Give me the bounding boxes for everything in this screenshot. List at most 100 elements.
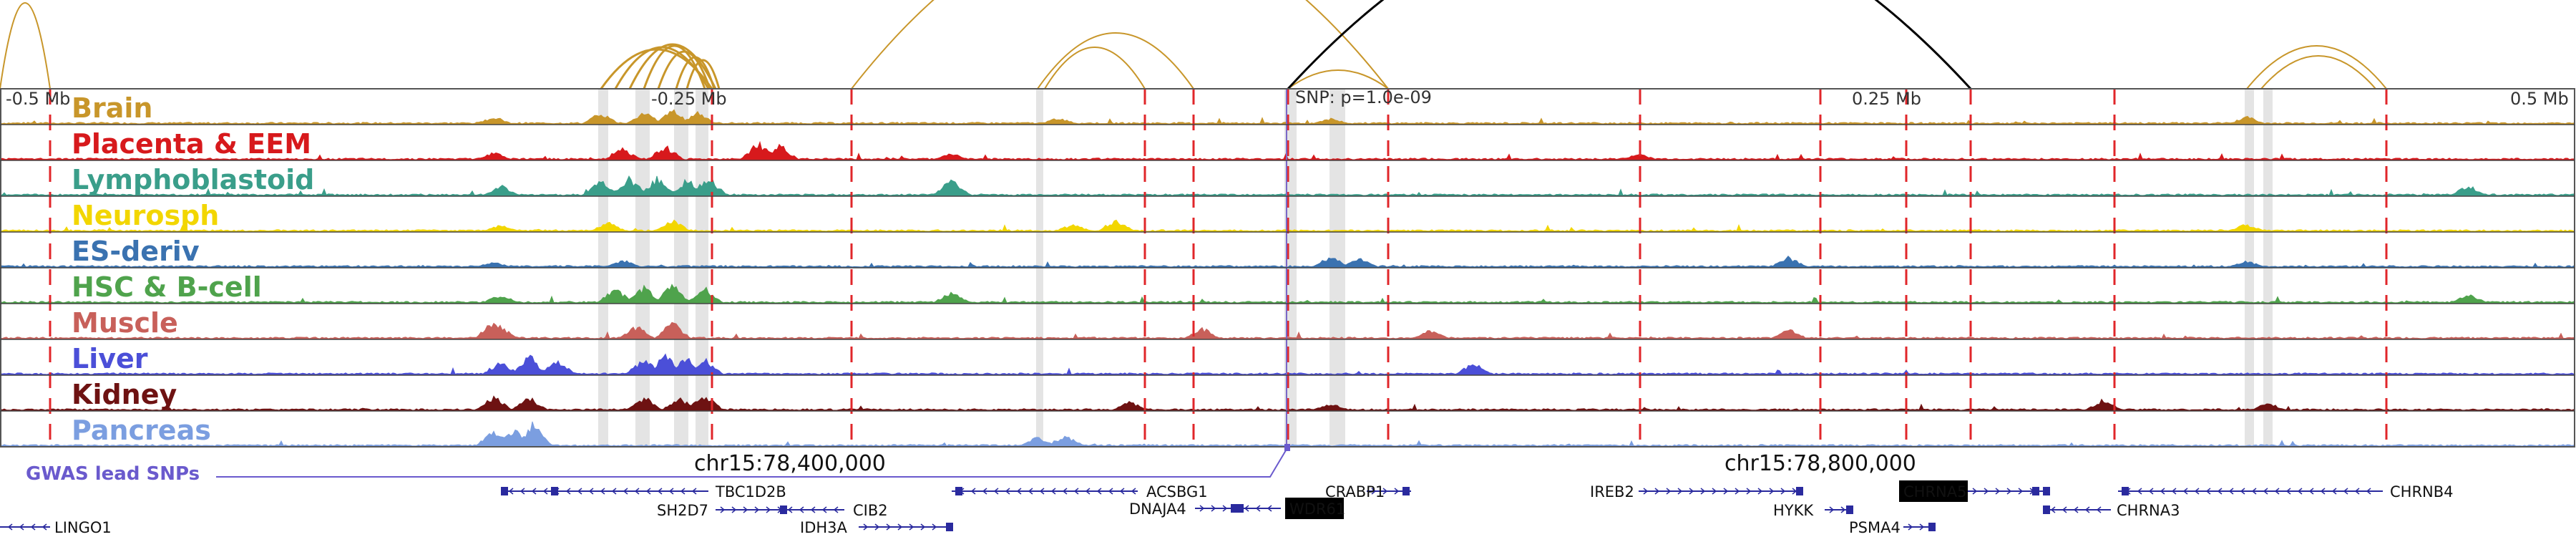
- gene-exon: [955, 487, 962, 495]
- strand-arrow: [519, 488, 525, 495]
- interaction-arc: [1044, 47, 1146, 90]
- axis-label-left-mid: -0.25 Mb: [651, 89, 727, 109]
- enhancer-dashed-lines: [49, 89, 2388, 447]
- strand-arrow: [2182, 488, 2188, 495]
- gene-highlight-box: [1899, 480, 1968, 502]
- strand-arrow: [1244, 505, 1249, 512]
- strand-arrow: [2205, 488, 2211, 495]
- strand-arrow: [932, 523, 937, 531]
- track-label-0: Brain: [72, 92, 152, 124]
- signal-track-6: [0, 321, 2575, 339]
- gwas-lead-snps-label: GWAS lead SNPs: [26, 463, 200, 485]
- gene-acsbg1: ACSBG1: [952, 483, 1208, 500]
- signal-track-1: [0, 140, 2576, 160]
- track-label-9: Pancreas: [72, 415, 211, 446]
- strand-arrow: [1689, 488, 1694, 495]
- strand-arrow: [600, 488, 605, 495]
- interaction-arc: [686, 59, 721, 90]
- strand-arrow: [897, 523, 903, 531]
- strand-arrow: [863, 523, 869, 531]
- strand-arrow: [766, 506, 771, 513]
- gene-hykk: HYKK: [1773, 502, 1853, 519]
- strand-arrow: [2084, 506, 2090, 513]
- strand-arrow: [565, 488, 571, 495]
- gene-exon: [946, 523, 953, 531]
- track-label-7: Liver: [72, 343, 148, 374]
- strand-arrow: [2073, 506, 2079, 513]
- gene-label-tbc1d2b: TBC1D2B: [715, 483, 786, 500]
- strand-arrow: [1840, 506, 1846, 513]
- strand-arrow: [2006, 488, 2012, 495]
- axis-label-right: 0.5 Mb: [2510, 89, 2569, 109]
- strand-arrow: [2343, 488, 2348, 495]
- strand-arrow: [720, 506, 726, 513]
- strand-arrow: [1769, 488, 1775, 495]
- strand-arrow: [2171, 488, 2177, 495]
- strand-arrow: [909, 523, 914, 531]
- strand-arrow: [1735, 488, 1740, 495]
- strand-arrow: [1222, 505, 1228, 512]
- gene-exon: [2043, 505, 2050, 514]
- strand-arrow: [42, 523, 47, 531]
- interaction-arc: [657, 50, 711, 90]
- interaction-arc: [1287, 69, 1389, 90]
- strand-arrow: [1643, 488, 1649, 495]
- strand-arrow: [920, 523, 926, 531]
- strand-arrow: [1039, 488, 1045, 495]
- gene-dnaja4: DNAJA4: [1129, 500, 1245, 518]
- strand-arrow: [2297, 488, 2303, 495]
- track-label-5: HSC & B-cell: [72, 271, 262, 303]
- gene-tbc1d2b: TBC1D2B: [501, 483, 786, 500]
- strand-arrow: [982, 488, 987, 495]
- strand-arrow: [691, 488, 697, 495]
- strand-arrow: [2096, 506, 2102, 513]
- gene-label-hykk: HYKK: [1773, 502, 1814, 519]
- strand-arrow: [2217, 488, 2223, 495]
- gene-label-wdr61: WDR61: [1289, 500, 1345, 518]
- strand-arrow: [611, 488, 617, 495]
- gene-label-lingo1: LINGO1: [54, 519, 112, 536]
- gene-exon: [1231, 504, 1238, 513]
- gene-label-sh2d7: SH2D7: [657, 502, 708, 519]
- gene-crabp1: CRABP1: [1325, 483, 1411, 500]
- interaction-arc: [675, 56, 716, 90]
- gene-exon: [1928, 523, 1936, 531]
- gwas-snp-marker: [1284, 444, 1290, 451]
- gene-ireb2: IREB2: [1590, 483, 1803, 500]
- strand-arrow: [1371, 488, 1377, 495]
- strand-arrow: [799, 506, 804, 513]
- track-label-8: Kidney: [72, 379, 177, 410]
- strand-arrow: [1108, 488, 1113, 495]
- strand-arrow: [2251, 488, 2257, 495]
- strand-arrow: [1131, 488, 1136, 495]
- strand-arrow: [1028, 488, 1033, 495]
- strand-arrow: [2050, 506, 2056, 513]
- interaction-arc: [1037, 32, 1194, 90]
- strand-arrow: [2018, 488, 2024, 495]
- strand-arrow: [1712, 488, 1717, 495]
- gene-cib2: CIB2: [780, 502, 888, 519]
- strand-arrow: [970, 488, 976, 495]
- strand-arrow: [1972, 488, 1978, 495]
- interaction-arc: [2260, 55, 2376, 90]
- gene-sh2d7: SH2D7: [657, 502, 787, 519]
- gwas-connector-line: [216, 446, 1289, 478]
- interaction-arcs: [0, 0, 2387, 90]
- strand-arrow: [2194, 488, 2200, 495]
- strand-arrow: [731, 506, 737, 513]
- gene-lingo1: LINGO1: [0, 519, 112, 536]
- chromosome-label-1: chr15:78,400,000: [694, 451, 886, 476]
- strand-arrow: [2285, 488, 2291, 495]
- strand-arrow: [1677, 488, 1683, 495]
- strand-arrow: [2228, 488, 2234, 495]
- strand-arrow: [7, 523, 13, 531]
- strand-arrow: [2160, 488, 2165, 495]
- strand-arrow: [1723, 488, 1729, 495]
- gene-exon: [2043, 487, 2050, 495]
- gene-exon: [1402, 487, 1410, 495]
- gene-chrna3: CHRNA3: [2043, 502, 2180, 519]
- strand-arrow: [1995, 488, 2001, 495]
- gene-label-ireb2: IREB2: [1590, 483, 1634, 500]
- strand-arrow: [1746, 488, 1752, 495]
